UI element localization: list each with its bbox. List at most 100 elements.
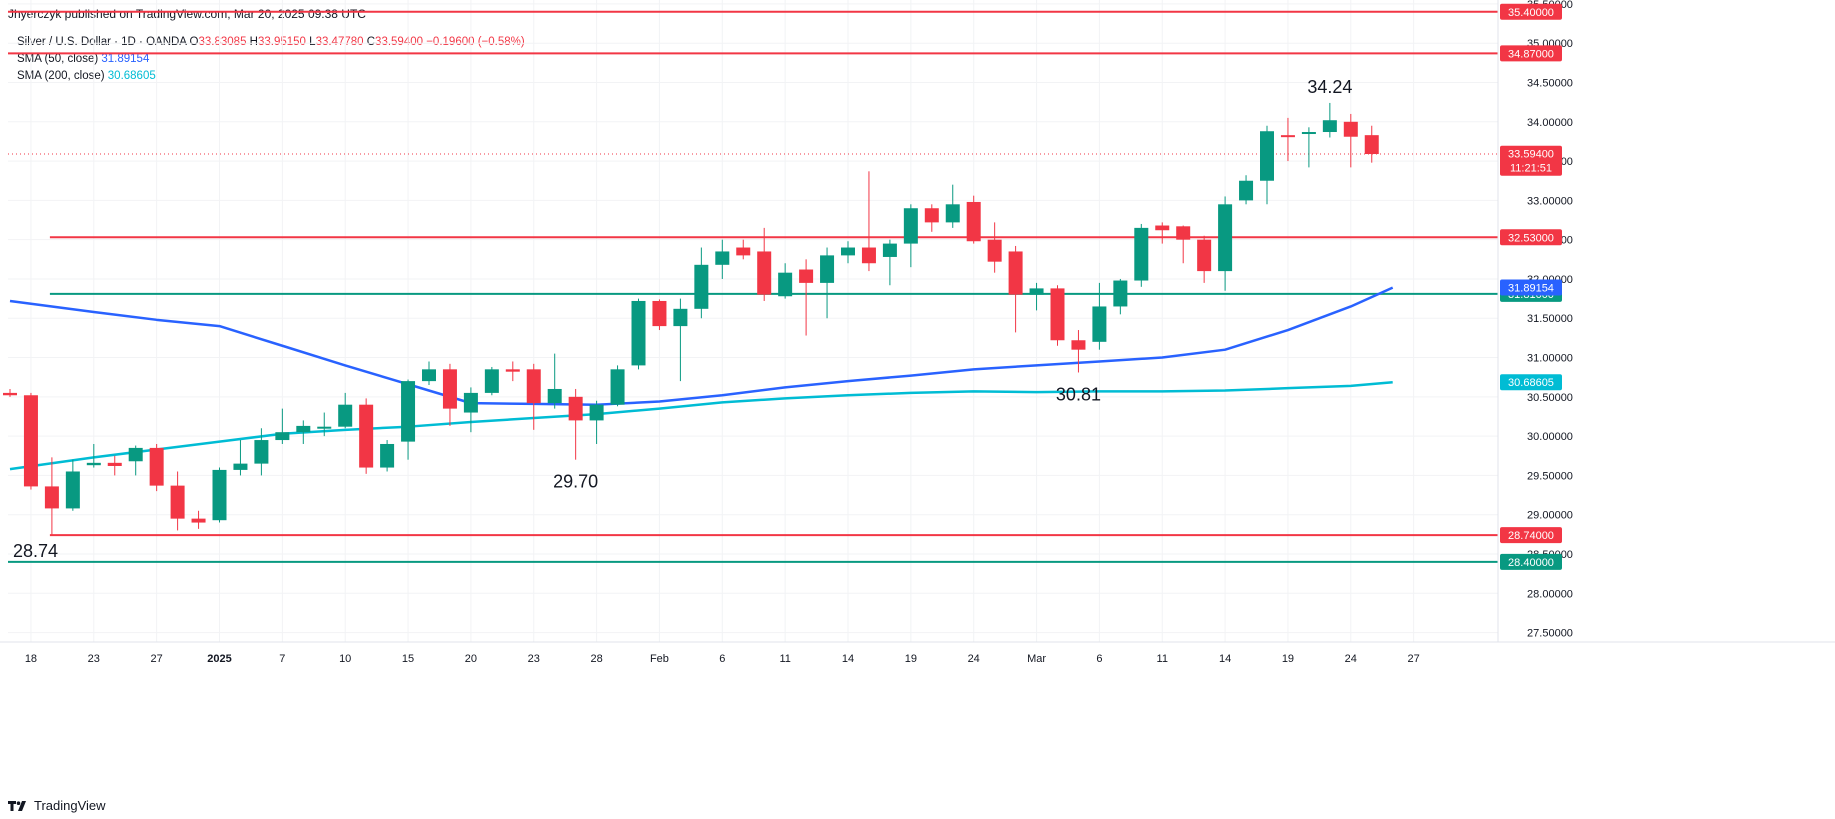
candle-body — [861, 247, 876, 264]
candle-body — [924, 208, 939, 223]
time-tick-label: 23 — [88, 653, 100, 665]
time-tick-label: 15 — [402, 653, 414, 665]
candle-body — [170, 485, 185, 519]
candle-body — [987, 239, 1002, 262]
candle-body — [212, 469, 227, 521]
level-tag — [1500, 527, 1562, 544]
level-tag-label: 32.53000 — [1508, 232, 1554, 244]
candle-body — [966, 201, 981, 242]
time-tick-label: 11 — [779, 653, 790, 665]
price-axis[interactable]: 35.5000035.0000034.5000034.0000033.50000… — [1497, 0, 1573, 642]
candle-body — [1176, 226, 1191, 240]
price-tick-label: 33.00000 — [1527, 195, 1573, 207]
candle-body — [694, 264, 709, 309]
level-tag-label: 28.74000 — [1508, 530, 1554, 542]
candle-body — [820, 255, 835, 283]
sma50-legend-row[interactable]: SMA (50, close) 31.89154 — [17, 51, 525, 68]
candle-body — [359, 404, 374, 468]
candle-body — [736, 247, 751, 256]
candle-body — [380, 443, 395, 468]
candle-body — [631, 300, 646, 366]
candle-body — [107, 462, 122, 466]
time-tick-label: 6 — [1096, 653, 1102, 665]
candle-body — [463, 392, 478, 413]
symbol-name: Silver / U.S. Dollar · 1D · OANDA — [17, 36, 187, 48]
candle-body — [799, 269, 814, 283]
candle-body — [526, 369, 541, 404]
candle-body — [338, 404, 353, 427]
price-tick-label: 30.00000 — [1527, 431, 1573, 443]
candle-body — [3, 392, 17, 396]
level-tag-label: 34.87000 — [1508, 48, 1554, 60]
candle-body — [1008, 251, 1023, 295]
candles — [3, 102, 1379, 536]
candle-body — [1050, 288, 1065, 341]
candle-body — [1218, 204, 1233, 272]
candle-body — [191, 518, 206, 523]
candle-body — [275, 432, 290, 441]
time-tick-label: 6 — [719, 653, 725, 665]
price-tick-label: 29.50000 — [1527, 470, 1573, 482]
time-tick-label: 24 — [968, 653, 980, 665]
published-info: Jhyerczyk published on TradingView.com, … — [8, 7, 366, 21]
ohlc-low-label: L — [309, 36, 316, 48]
time-tick-label: 20 — [465, 653, 477, 665]
price-annotation: 28.74 — [13, 541, 58, 561]
candle-body — [1322, 120, 1337, 133]
price-tick-label: 34.50000 — [1527, 78, 1573, 90]
candle-body — [233, 463, 248, 470]
candle-body — [1029, 288, 1044, 295]
candle-body — [149, 447, 164, 486]
candle-body — [589, 404, 604, 421]
time-tick-label: 14 — [1219, 653, 1231, 665]
time-axis[interactable]: 18 23 27 2025 7 10 15 20 23 28 Feb 6 11 14 19 24 Mar 6 11 1… — [0, 641, 1835, 665]
time-tick-label: 19 — [1282, 653, 1294, 665]
ohlc-change: −0.19600 (−0.58%) — [426, 36, 525, 48]
symbol-row[interactable]: Silver / U.S. Dollar · 1D · OANDA O33.83… — [17, 34, 525, 51]
candle-body — [652, 300, 667, 327]
level-tag — [1500, 229, 1562, 246]
level-tag-label: 28.40000 — [1508, 557, 1554, 569]
horizontal-levels — [8, 10, 1498, 563]
sma200-legend-row[interactable]: SMA (200, close) 30.68605 — [17, 68, 525, 85]
candle-body — [296, 425, 311, 433]
sma50-label: SMA (50, close) — [17, 53, 99, 65]
price-tick-label: 31.50000 — [1527, 313, 1573, 325]
sma200-label: SMA (200, close) — [17, 70, 105, 82]
candle-body — [1197, 239, 1212, 272]
candle-body — [1364, 135, 1379, 155]
candle-body — [401, 381, 416, 442]
price-annotation: 29.70 — [553, 472, 598, 492]
candle-body — [547, 388, 562, 404]
candle-body — [568, 396, 583, 421]
footer[interactable]: TradingView — [8, 798, 106, 813]
price-tick-label: 27.50000 — [1527, 628, 1573, 640]
time-tick-label: 28 — [590, 653, 602, 665]
candle-body — [1280, 135, 1295, 138]
candle-body — [1113, 280, 1128, 307]
candle-body — [254, 440, 269, 464]
time-tick-label: 27 — [151, 653, 163, 665]
candle-body — [610, 369, 625, 405]
price-tick-label: 29.00000 — [1527, 510, 1573, 522]
candle-body — [1092, 306, 1107, 342]
ohlc-open-label: O — [189, 36, 199, 48]
price-annotation: 34.24 — [1307, 77, 1352, 97]
sma50-value: 31.89154 — [101, 53, 150, 65]
tradingview-logo-icon — [8, 800, 26, 811]
price-tick-label: 34.00000 — [1527, 117, 1573, 129]
candle-body — [882, 243, 897, 257]
candle-body — [841, 247, 855, 256]
candle-body — [505, 369, 520, 372]
price-tick-label: 30.50000 — [1527, 392, 1573, 404]
time-tick-label: Feb — [650, 653, 669, 665]
candle-body — [757, 251, 772, 295]
sma200-line — [9, 380, 1393, 471]
candle-body — [1134, 227, 1149, 281]
level-tag-label: 35.40000 — [1508, 7, 1554, 19]
annotations: 34.24 30.81 29.70 28.74 — [13, 77, 1352, 561]
candle-body — [65, 471, 80, 509]
candle-body — [442, 369, 457, 409]
price-tag-countdown: 11:21:51 — [1510, 163, 1552, 175]
